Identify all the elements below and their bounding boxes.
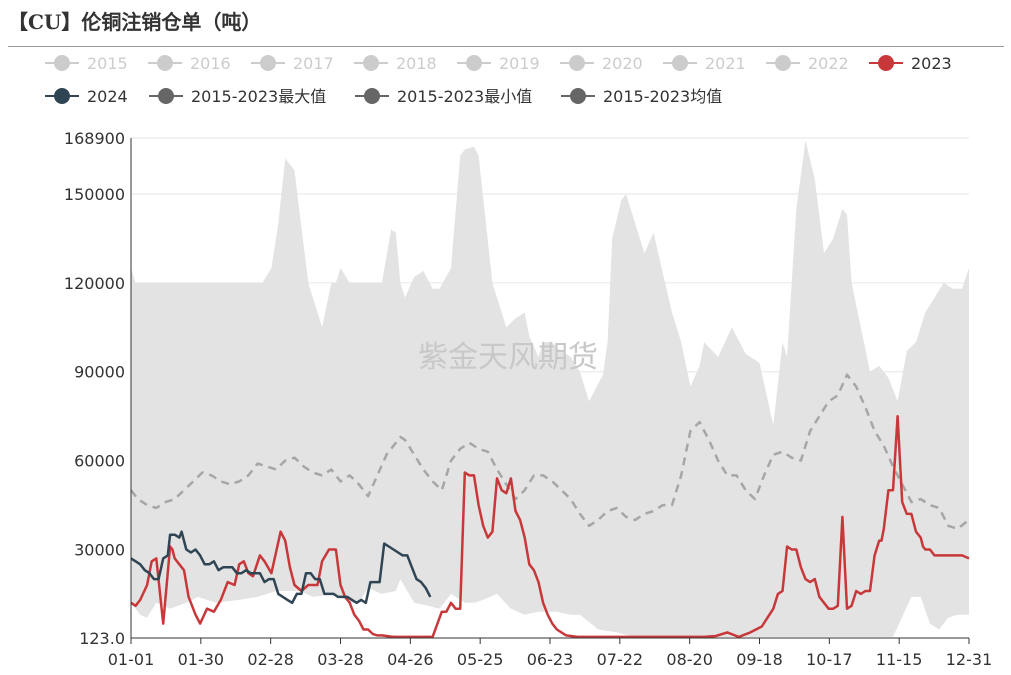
legend-swatch-marker [54,88,70,104]
x-tick-label: 08-20 [666,650,713,669]
legend-swatch-marker [364,88,380,104]
x-tick-label: 09-18 [736,650,783,669]
legend-item: 2018 [354,54,437,73]
legend-swatch-marker [54,55,70,71]
y-tick-label: 150000 [64,185,125,204]
watermark: 紫金天风期货 [418,340,598,375]
x-tick-label: 05-25 [457,650,504,669]
legend-item: 2020 [560,54,643,73]
title-divider [8,46,1004,47]
x-tick-label: 01-01 [108,650,155,669]
y-tick-label: 30000 [74,540,125,559]
legend-item: 2024 [45,87,128,106]
series-line-2015-2023均值 [130,373,970,531]
legend-item: 2015 [45,54,128,73]
y-tick-label: 60000 [74,452,125,471]
x-tick-label: 10-17 [806,650,853,669]
x-tick-label: 04-26 [387,650,434,669]
legend-label: 2021 [705,54,746,73]
x-tick-label: 11-15 [876,650,923,669]
legend-label: 2019 [499,54,540,73]
legend-swatch-marker [569,55,585,71]
axes: 123.0 30000 60000 90000 120000 150000 168900 01… [64,129,992,669]
x-tick-label: 01-30 [178,650,225,669]
x-tick-label: 06-23 [527,650,574,669]
legend-swatch-marker [260,55,276,71]
legend-swatch-marker [157,55,173,71]
legend-label: 2015 [87,54,128,73]
legend-item: 2015-2023均值 [561,87,722,106]
legend-label: 2015-2023最大值 [191,87,326,106]
legend-label: 2016 [190,54,231,73]
legend-item: 2015-2023最大值 [149,87,326,106]
x-tick-label: 02-28 [247,650,294,669]
legend-swatch-marker [158,88,174,104]
legend-item: 2021 [663,54,746,73]
legend-swatch-marker [878,55,894,71]
legend-label: 2017 [293,54,334,73]
legend-swatch-marker [466,55,482,71]
legend-swatch-marker [363,55,379,71]
legend-label: 2015-2023均值 [603,87,722,106]
series-line-2024 [130,530,432,605]
legend-label: 2023 [911,54,952,73]
x-tick-label: 07-22 [597,650,644,669]
legend-item: 2017 [251,54,334,73]
legend-item: 2019 [457,54,540,73]
plot-area [130,140,970,639]
legend-label: 2015-2023最小值 [397,87,532,106]
y-tick-label: 123.0 [79,629,125,648]
legend: 2015 2016 2017 2018 2019 2020 2021 2022 2023 2024… [45,54,952,106]
legend-item: 2022 [766,54,849,73]
y-tick-label: 168900 [64,129,125,148]
y-tick-label: 120000 [64,274,125,293]
legend-swatch-marker [775,55,791,71]
legend-label: 2022 [808,54,849,73]
legend-item: 2023 [869,54,952,73]
legend-item: 2016 [148,54,231,73]
x-tick-label: 03-28 [317,650,364,669]
legend-label: 2018 [396,54,437,73]
x-tick-label: 12-31 [946,650,993,669]
max-min-band [131,140,969,637]
legend-swatch-marker [672,55,688,71]
legend-item: 2015-2023最小值 [355,87,532,106]
y-tick-label: 90000 [74,363,125,382]
legend-label: 2020 [602,54,643,73]
series-line-2023 [130,414,970,639]
legend-label: 2024 [87,87,128,106]
legend-swatch-marker [570,88,586,104]
page-title: 【CU】伦铜注销仓单（吨） [8,10,262,34]
